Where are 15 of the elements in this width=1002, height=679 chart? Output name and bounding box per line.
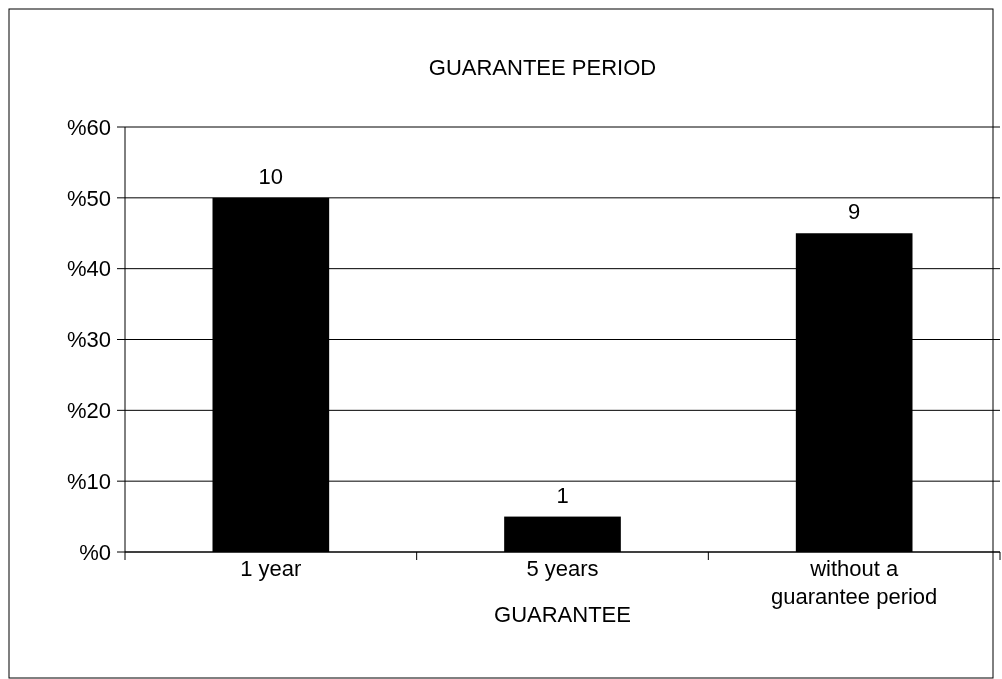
y-tick-label: %40 bbox=[66, 256, 111, 282]
x-axis-title: GUARANTEE bbox=[494, 602, 631, 627]
y-tick-label: %30 bbox=[66, 327, 111, 353]
y-tick-label: %20 bbox=[66, 398, 111, 424]
x-tick-label: without a guarantee period bbox=[770, 556, 938, 609]
x-tick-label: 5 years bbox=[526, 556, 599, 581]
y-tick-label: %0 bbox=[79, 539, 111, 565]
y-tick-label: %10 bbox=[66, 468, 111, 494]
y-tick-label: %50 bbox=[66, 185, 111, 211]
x-tick-label: 1 year bbox=[240, 556, 302, 581]
annotation: 10 bbox=[258, 163, 284, 189]
annotation: 1 bbox=[556, 482, 569, 508]
chart-title: GUARANTEE PERIOD bbox=[428, 55, 657, 80]
annotation: 9 bbox=[848, 199, 861, 225]
y-tick-label: %60 bbox=[66, 114, 111, 140]
